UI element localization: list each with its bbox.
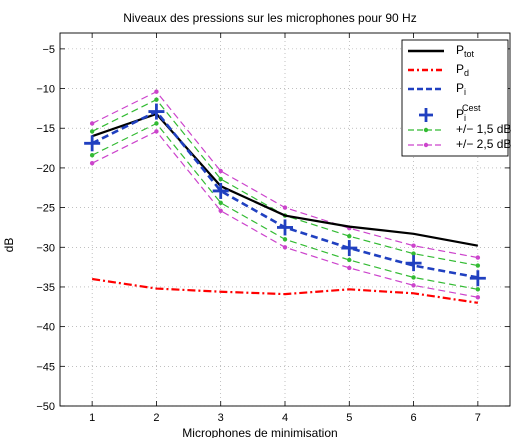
- series-band15-upper-point: [218, 176, 223, 182]
- x-tick-label: 4: [282, 412, 288, 424]
- series-band15-lower-point: [475, 287, 481, 292]
- series-band25-upper-point: [282, 205, 288, 210]
- y-tick-label: −25: [36, 203, 55, 215]
- series-picest-marker: [405, 255, 422, 272]
- y-tick-label: −50: [36, 401, 55, 413]
- series-band15-upper-point: [89, 129, 95, 134]
- series-picest-marker: [84, 135, 101, 152]
- series-picest-marker: [277, 219, 293, 236]
- y-tick-label: −20: [36, 163, 55, 175]
- series-band15-lower-point: [154, 121, 159, 126]
- y-tick-label: −30: [36, 242, 55, 254]
- x-tick-label: 3: [218, 412, 224, 424]
- legend-band15-label: +/− 1,5 dB: [456, 122, 511, 136]
- legend-pi-label: Pi: [456, 81, 466, 97]
- y-tick-label: −45: [36, 361, 55, 373]
- x-tick-label: 2: [153, 412, 159, 424]
- series-pd-line: [91, 277, 479, 304]
- series-band15-upper-point: [475, 263, 481, 268]
- series-band15-lower-point: [218, 200, 223, 206]
- series-band25-upper-point: [411, 243, 416, 248]
- series-band25-upper-point: [218, 168, 223, 174]
- legend-band15-dot: [423, 127, 429, 133]
- series-band15-upper-point: [154, 97, 159, 102]
- series-band25-upper-point: [89, 121, 95, 126]
- series-band15-lower-point: [282, 237, 288, 242]
- series-picest-marker: [341, 240, 358, 257]
- series-band25-lower-point: [475, 295, 481, 300]
- axes-frame: [59, 32, 511, 407]
- y-tick-label: −5: [42, 44, 55, 56]
- y-tick-label: −15: [36, 123, 55, 135]
- y-tick-label: −35: [36, 282, 55, 294]
- legend-box: [401, 39, 509, 157]
- x-tick-label: 7: [475, 412, 481, 424]
- series-picest-marker: [148, 103, 165, 120]
- series-band25-lower-point: [411, 283, 416, 288]
- series-band25-lower-point: [282, 245, 288, 250]
- x-tick-label: 6: [411, 412, 417, 424]
- series-band15-lower-point: [347, 257, 352, 263]
- chart-title: Niveaux des pressions sur les microphone…: [123, 11, 416, 25]
- x-axis-label: Microphones de minimisation: [182, 426, 337, 438]
- series-picest-marker: [469, 270, 486, 287]
- x-tick-label: 1: [89, 412, 95, 424]
- x-tick-label: 5: [346, 412, 352, 424]
- series-band25-lower-point: [218, 208, 223, 213]
- y-axis-label: dB: [2, 238, 16, 253]
- series-band25-lower-point: [154, 129, 159, 134]
- y-tick-label: −40: [36, 322, 55, 334]
- series-band25-upper-point: [154, 89, 159, 94]
- series-band25-upper-point: [475, 255, 481, 260]
- legend-band25-dot: [423, 142, 429, 148]
- legend-picest-marker: [419, 108, 433, 122]
- series-band15-lower-point: [89, 153, 95, 158]
- legend-band25-label: +/− 2,5 dB: [456, 137, 511, 151]
- series-band25-lower-point: [347, 265, 352, 271]
- series-band25-lower-point: [89, 160, 95, 166]
- y-tick-label: −10: [36, 84, 55, 96]
- series-picest-marker: [212, 182, 229, 199]
- series-band15-lower-point: [411, 275, 416, 280]
- series-band15-upper-point: [411, 251, 416, 256]
- series-band15-upper-point: [347, 233, 352, 239]
